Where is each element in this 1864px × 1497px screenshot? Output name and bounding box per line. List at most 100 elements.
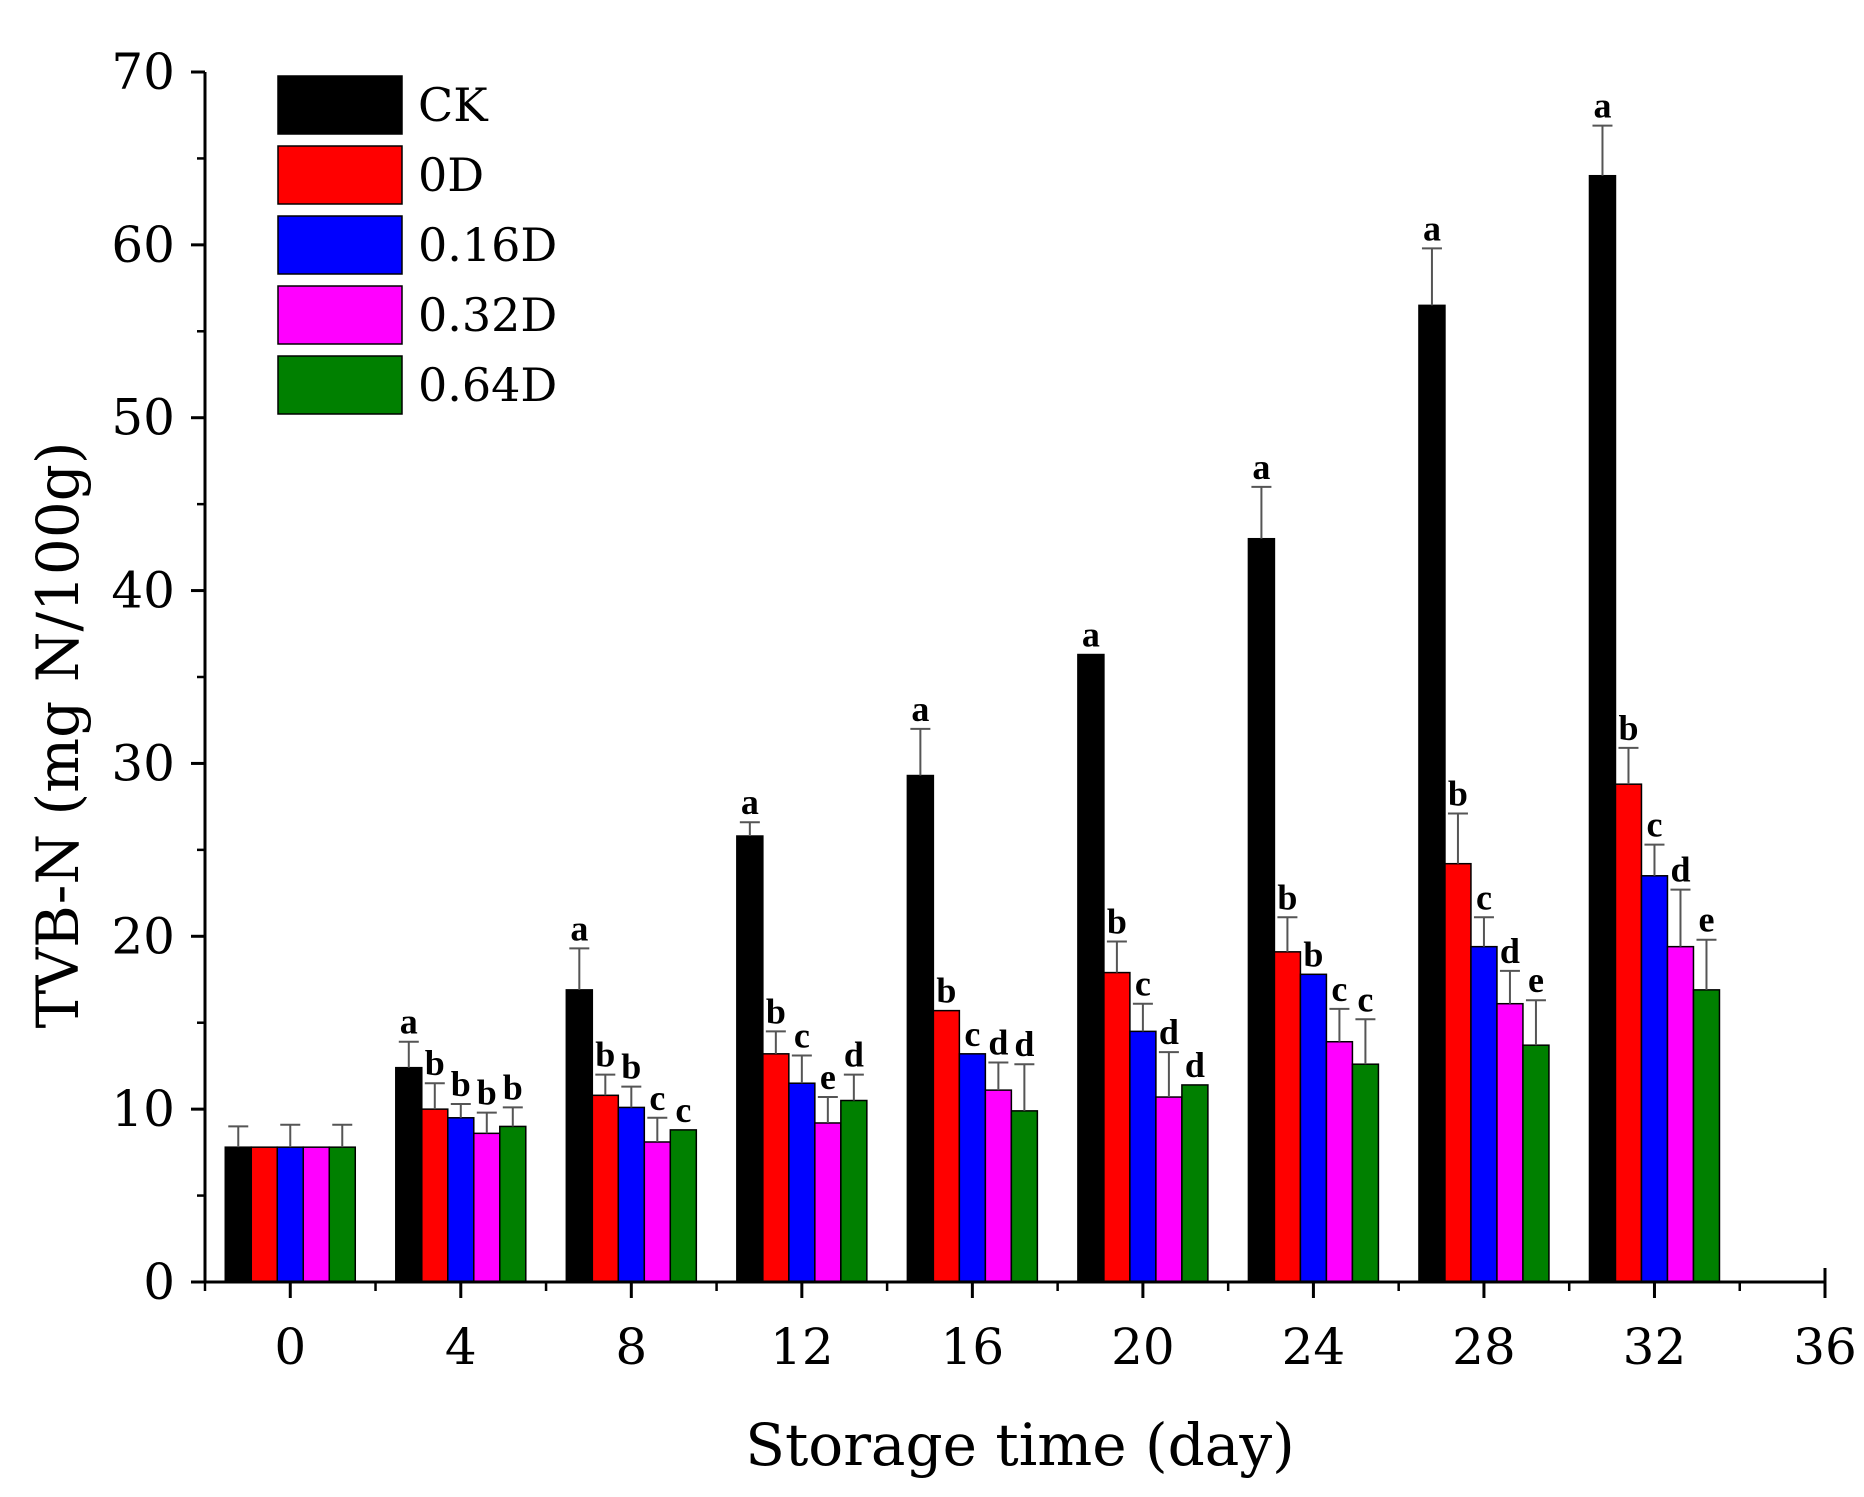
- x-tick-label: 32: [1623, 1318, 1687, 1376]
- legend-label-0.64D: 0.64D: [418, 358, 557, 412]
- x-tick-label: 16: [941, 1318, 1005, 1376]
- significance-letter: a: [1593, 86, 1611, 126]
- bar-0.16D-12: [788, 1082, 816, 1283]
- bar-0.32D-12: [814, 1122, 842, 1283]
- significance-letter: b: [1448, 774, 1468, 814]
- y-tick-label: 10: [111, 1080, 175, 1138]
- bar-0.64D-24: [1351, 1063, 1380, 1283]
- bar-0.32D-8: [643, 1141, 672, 1283]
- y-tick-label: 20: [111, 907, 175, 965]
- significance-letter: a: [911, 689, 929, 729]
- y-tick-label: 40: [111, 562, 175, 620]
- bar-CK-4: [395, 1066, 423, 1283]
- bar-0.32D-24: [1325, 1040, 1354, 1283]
- bar-0.16D-24: [1299, 973, 1328, 1283]
- x-axis-title: Storage time (day): [745, 1411, 1295, 1479]
- legend-label-0.32D: 0.32D: [418, 288, 557, 342]
- bar-0.32D-0: [302, 1146, 331, 1283]
- significance-letter: a: [741, 782, 759, 822]
- y-tick-label: 50: [111, 389, 175, 447]
- bar-0.32D-32: [1666, 945, 1695, 1283]
- bar-0.16D-16: [958, 1053, 987, 1283]
- bar-0.32D-28: [1496, 1002, 1524, 1283]
- bar-CK-24: [1247, 537, 1276, 1283]
- x-tick-label: 20: [1111, 1318, 1175, 1376]
- significance-letter: b: [1277, 877, 1297, 917]
- bar-CK-12: [736, 835, 764, 1283]
- significance-letter: b: [1618, 708, 1638, 748]
- bar-CK-28: [1418, 304, 1446, 1283]
- bar-0D-12: [762, 1053, 790, 1283]
- significance-letter: b: [425, 1043, 445, 1083]
- significance-letter: a: [1252, 447, 1270, 487]
- bar-CK-16: [906, 774, 935, 1283]
- bar-0.32D-20: [1155, 1096, 1183, 1283]
- bar-0.16D-0: [276, 1146, 305, 1283]
- bar-0.64D-0: [328, 1146, 357, 1283]
- bar-0.64D-28: [1522, 1044, 1550, 1283]
- bar-0D-4: [421, 1108, 449, 1283]
- significance-letter: d: [988, 1022, 1008, 1062]
- bar-0.64D-12: [840, 1099, 868, 1283]
- x-tick-label: 0: [274, 1318, 306, 1376]
- bar-0.64D-20: [1181, 1084, 1209, 1283]
- x-tick-label: 4: [445, 1318, 477, 1376]
- significance-letter: b: [766, 991, 786, 1031]
- significance-letter: c: [1331, 969, 1347, 1009]
- significance-letter: b: [595, 1035, 615, 1075]
- significance-letter: e: [1528, 960, 1544, 1000]
- significance-letter: c: [1357, 979, 1373, 1019]
- y-tick-label: 70: [111, 43, 175, 101]
- bar-0.64D-16: [1010, 1110, 1039, 1283]
- bar-0.64D-32: [1692, 989, 1721, 1283]
- significance-letter: b: [1303, 934, 1323, 974]
- y-tick-label: 30: [111, 734, 175, 792]
- x-tick-label: 12: [770, 1318, 834, 1376]
- legend-label-CK: CK: [418, 78, 489, 132]
- significance-letter: d: [1159, 1012, 1179, 1052]
- x-tick-label: 28: [1452, 1318, 1516, 1376]
- significance-letter: a: [570, 908, 588, 948]
- bar-CK-8: [565, 989, 594, 1283]
- significance-letter: c: [1476, 877, 1492, 917]
- significance-letter: b: [477, 1073, 497, 1113]
- bar-0D-20: [1103, 971, 1131, 1283]
- significance-letter: a: [1423, 208, 1441, 248]
- significance-letter: b: [936, 971, 956, 1011]
- significance-letter: d: [1670, 850, 1690, 890]
- legend-label-0.16D: 0.16D: [418, 218, 557, 272]
- legend-swatch-CK: [277, 75, 403, 135]
- significance-letter: c: [964, 1014, 980, 1054]
- significance-letter: c: [1646, 805, 1662, 845]
- significance-letter: a: [400, 1002, 418, 1042]
- significance-letter: d: [1185, 1045, 1205, 1085]
- y-tick-label: 0: [143, 1253, 175, 1311]
- bar-0D-16: [932, 1009, 961, 1283]
- x-tick-label: 36: [1793, 1318, 1857, 1376]
- bar-0.16D-4: [447, 1117, 475, 1283]
- legend-swatch-0.64D: [277, 355, 403, 415]
- bar-0.16D-28: [1470, 945, 1498, 1283]
- x-tick-label: 8: [615, 1318, 647, 1376]
- significance-letter: b: [503, 1067, 523, 1107]
- bar-0D-24: [1273, 951, 1302, 1283]
- legend-swatch-0.32D: [277, 285, 403, 345]
- significance-letter: a: [1082, 615, 1100, 655]
- significance-letter: d: [844, 1035, 864, 1075]
- significance-letter: c: [794, 1016, 810, 1056]
- bar-CK-32: [1588, 174, 1617, 1283]
- axes: 0 10 20 30 40 50 60 70 0 4 8 12 16 20 24 28 32 36: [111, 43, 1856, 1376]
- bar-0D-32: [1614, 783, 1643, 1283]
- bar-0D-28: [1444, 862, 1472, 1283]
- significance-letter: b: [451, 1064, 471, 1104]
- bar-0.16D-32: [1640, 875, 1669, 1283]
- bar-CK-0: [224, 1146, 253, 1283]
- bar-0.64D-4: [499, 1125, 527, 1283]
- significance-letter: b: [621, 1047, 641, 1087]
- bar-0D-0: [250, 1146, 279, 1283]
- x-tick-label: 24: [1282, 1318, 1346, 1376]
- significance-letter: c: [675, 1090, 691, 1130]
- significance-letter: d: [1014, 1024, 1034, 1064]
- legend-swatch-0.16D: [277, 215, 403, 275]
